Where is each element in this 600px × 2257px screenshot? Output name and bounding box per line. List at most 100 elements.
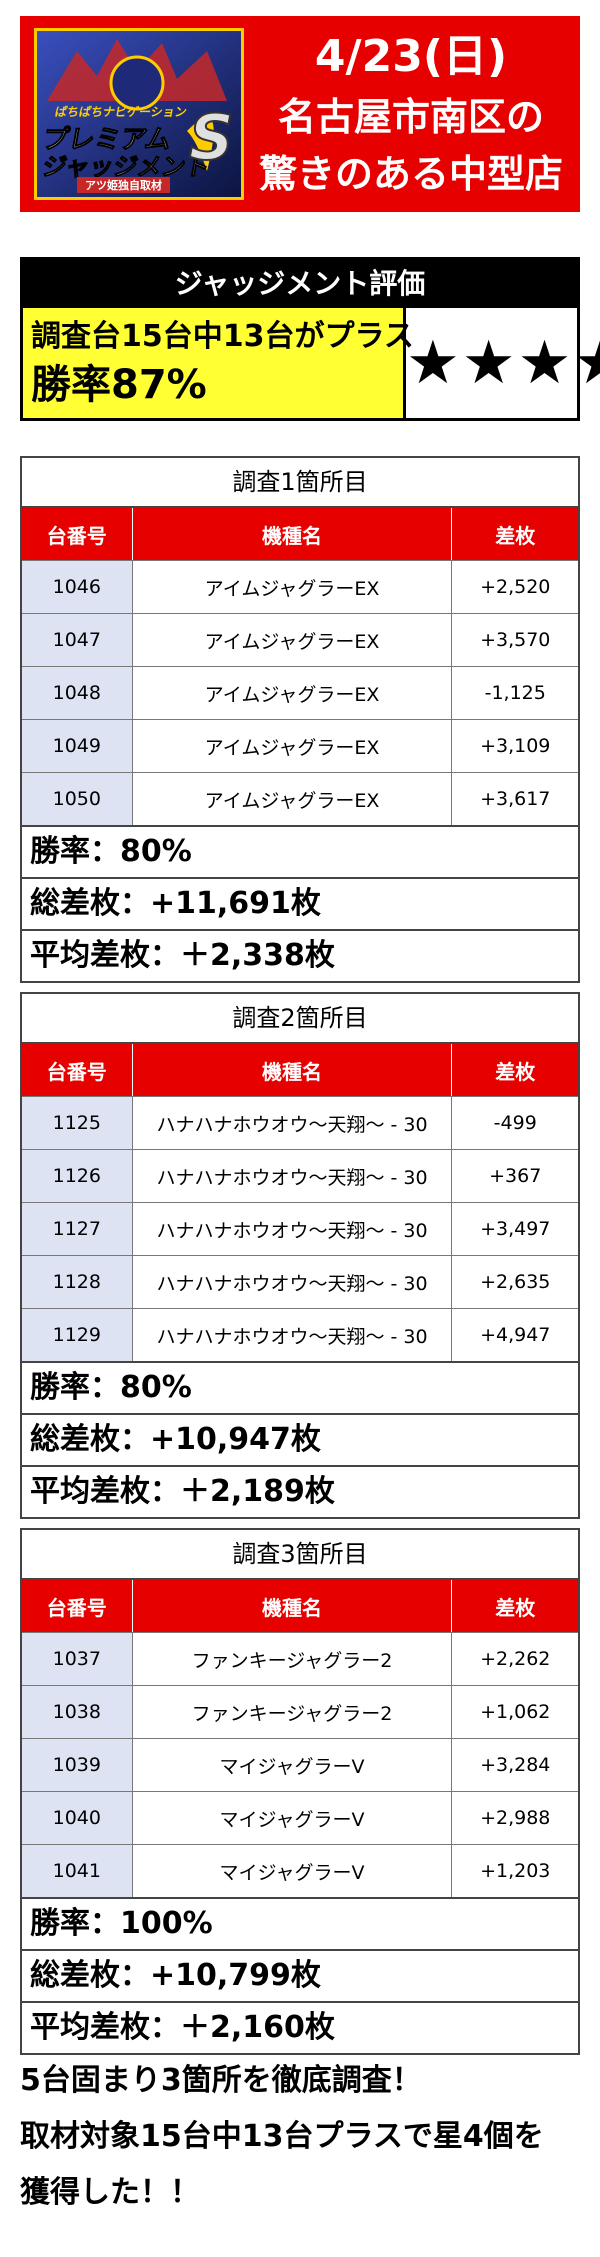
- coin-difference: +367: [451, 1150, 578, 1202]
- machine-model: アイムジャグラーEX: [131, 667, 452, 719]
- coin-difference: +2,262: [451, 1633, 578, 1685]
- coin-difference: +3,284: [451, 1739, 578, 1791]
- machine-model: マイジャグラーV: [131, 1792, 452, 1844]
- coin-difference: +3,109: [451, 720, 578, 772]
- machine-model: マイジャグラーV: [131, 1739, 452, 1791]
- machine-number: 1050: [22, 773, 132, 825]
- premium-judgment-logo: ぱちぱちナビゲーション プレミアム ジャッジメント S アツ姫独自取材: [34, 28, 244, 200]
- star-rating: ★★★★: [406, 328, 600, 398]
- coin-difference: +4,947: [451, 1309, 578, 1361]
- table-header: 台番号 機種名 差枚: [22, 508, 578, 560]
- survey-section-3: 調査3箇所目 台番号 機種名 差枚 1037 ファンキージャグラー2 +2,26…: [20, 1528, 580, 2055]
- coin-difference: +2,988: [451, 1792, 578, 1844]
- coin-difference: +3,570: [451, 614, 578, 666]
- logo-mark: S: [188, 100, 235, 175]
- survey-title: 調査1箇所目: [22, 458, 578, 508]
- footer-line-2: 取材対象15台中13台プラスで星4個を: [20, 2119, 544, 2154]
- machine-number: 1041: [22, 1845, 132, 1897]
- machine-number: 1048: [22, 667, 132, 719]
- table-row: 1039 マイジャグラーV +3,284: [22, 1738, 578, 1791]
- table-row: 1038 ファンキージャグラー2 +1,062: [22, 1685, 578, 1738]
- machine-model: アイムジャグラーEX: [131, 561, 452, 613]
- footer-line-1: 5台固まり3箇所を徹底調査！: [20, 2063, 422, 2098]
- machine-number: 1038: [22, 1686, 132, 1738]
- machine-model: ハナハナホウオウ～天翔～ - 30: [131, 1150, 452, 1202]
- evaluation-win-rate: 勝率87%: [31, 362, 207, 408]
- table-row: 1129 ハナハナホウオウ～天翔～ - 30 +4,947: [22, 1308, 578, 1361]
- header-diff: 差枚: [451, 508, 578, 560]
- logo-artwork: [37, 31, 241, 197]
- machine-number: 1040: [22, 1792, 132, 1844]
- table-row: 1046 アイムジャグラーEX +2,520: [22, 560, 578, 613]
- header-diff: 差枚: [451, 1580, 578, 1632]
- survey-title: 調査3箇所目: [22, 1530, 578, 1580]
- machine-number: 1039: [22, 1739, 132, 1791]
- machine-number: 1126: [22, 1150, 132, 1202]
- machine-number: 1046: [22, 561, 132, 613]
- machine-number: 1127: [22, 1203, 132, 1255]
- machine-number: 1047: [22, 614, 132, 666]
- header-machine-no: 台番号: [46, 1059, 107, 1084]
- survey-win-rate: 勝率：80%: [22, 825, 578, 877]
- header-model: 機種名: [131, 508, 452, 560]
- survey-average-diff: 平均差枚：＋2,338枚: [22, 929, 578, 981]
- survey-section-1: 調査1箇所目 台番号 機種名 差枚 1046 アイムジャグラーEX +2,520…: [20, 456, 580, 983]
- table-row: 1128 ハナハナホウオウ～天翔～ - 30 +2,635: [22, 1255, 578, 1308]
- header-model: 機種名: [131, 1044, 452, 1096]
- survey-average-diff: 平均差枚：＋2,160枚: [22, 2001, 578, 2053]
- machine-model: アイムジャグラーEX: [131, 614, 452, 666]
- evaluation-summary: 調査台15台中13台がプラス: [31, 319, 414, 354]
- footer-comment: 5台固まり3箇所を徹底調査！ 取材対象15台中13台プラスで星4個を 獲得した！…: [20, 2053, 580, 2221]
- machine-number: 1125: [22, 1097, 132, 1149]
- survey-total-diff: 総差枚：+10,947枚: [22, 1413, 578, 1465]
- logo-subtitle: アツ姫独自取材: [77, 177, 170, 193]
- table-row: 1037 ファンキージャグラー2 +2,262: [22, 1632, 578, 1685]
- table-row: 1127 ハナハナホウオウ～天翔～ - 30 +3,497: [22, 1202, 578, 1255]
- machine-model: ファンキージャグラー2: [131, 1686, 452, 1738]
- coin-difference: +2,520: [451, 561, 578, 613]
- machine-model: ハナハナホウオウ～天翔～ - 30: [131, 1097, 452, 1149]
- survey-average-diff: 平均差枚：＋2,189枚: [22, 1465, 578, 1517]
- coin-difference: +3,497: [451, 1203, 578, 1255]
- judgment-evaluation: ジャッジメント評価 調査台15台中13台がプラス 勝率87% ★★★★: [20, 257, 600, 421]
- header-machine-no: 台番号: [46, 1595, 107, 1620]
- machine-model: ハナハナホウオウ～天翔～ - 30: [131, 1309, 452, 1361]
- evaluation-title: ジャッジメント評価: [23, 260, 577, 308]
- coin-difference: -499: [451, 1097, 578, 1149]
- evaluation-result: 調査台15台中13台がプラス 勝率87%: [23, 308, 414, 418]
- survey-title: 調査2箇所目: [22, 994, 578, 1044]
- table-row: 1047 アイムジャグラーEX +3,570: [22, 613, 578, 666]
- machine-model: ファンキージャグラー2: [131, 1633, 452, 1685]
- survey-total-diff: 総差枚：+10,799枚: [22, 1949, 578, 2001]
- table-row: 1125 ハナハナホウオウ～天翔～ - 30 -499: [22, 1096, 578, 1149]
- machine-model: ハナハナホウオウ～天翔～ - 30: [131, 1203, 452, 1255]
- coin-difference: -1,125: [451, 667, 578, 719]
- evaluation-body: 調査台15台中13台がプラス 勝率87% ★★★★: [23, 308, 600, 418]
- header-text: 4/23(日) 名古屋市南区の 驚きのある中型店: [252, 26, 570, 202]
- machine-number: 1037: [22, 1633, 132, 1685]
- header-machine-no: 台番号: [46, 523, 107, 548]
- header-location: 名古屋市南区の: [277, 94, 544, 139]
- table-header: 台番号 機種名 差枚: [22, 1580, 578, 1632]
- machine-model: アイムジャグラーEX: [131, 720, 452, 772]
- machine-number: 1128: [22, 1256, 132, 1308]
- header-store: 驚きのある中型店: [258, 151, 563, 196]
- machine-model: ハナハナホウオウ～天翔～ - 30: [131, 1256, 452, 1308]
- event-date: 4/23(日): [314, 31, 508, 83]
- table-row: 1050 アイムジャグラーEX +3,617: [22, 772, 578, 825]
- table-header: 台番号 機種名 差枚: [22, 1044, 578, 1096]
- header-diff: 差枚: [451, 1044, 578, 1096]
- machine-model: アイムジャグラーEX: [131, 773, 452, 825]
- table-row: 1040 マイジャグラーV +2,988: [22, 1791, 578, 1844]
- coin-difference: +1,062: [451, 1686, 578, 1738]
- table-row: 1041 マイジャグラーV +1,203: [22, 1844, 578, 1897]
- machine-number: 1129: [22, 1309, 132, 1361]
- survey-section-2: 調査2箇所目 台番号 機種名 差枚 1125 ハナハナホウオウ～天翔～ - 30…: [20, 992, 580, 1519]
- header-banner: ぱちぱちナビゲーション プレミアム ジャッジメント S アツ姫独自取材 4/23…: [20, 16, 580, 212]
- logo-line1: ぱちぱちナビゲーション: [53, 105, 188, 119]
- footer-line-3: 獲得した！！: [20, 2175, 200, 2210]
- coin-difference: +2,635: [451, 1256, 578, 1308]
- header-model: 機種名: [131, 1580, 452, 1632]
- coin-difference: +3,617: [451, 773, 578, 825]
- table-row: 1126 ハナハナホウオウ～天翔～ - 30 +367: [22, 1149, 578, 1202]
